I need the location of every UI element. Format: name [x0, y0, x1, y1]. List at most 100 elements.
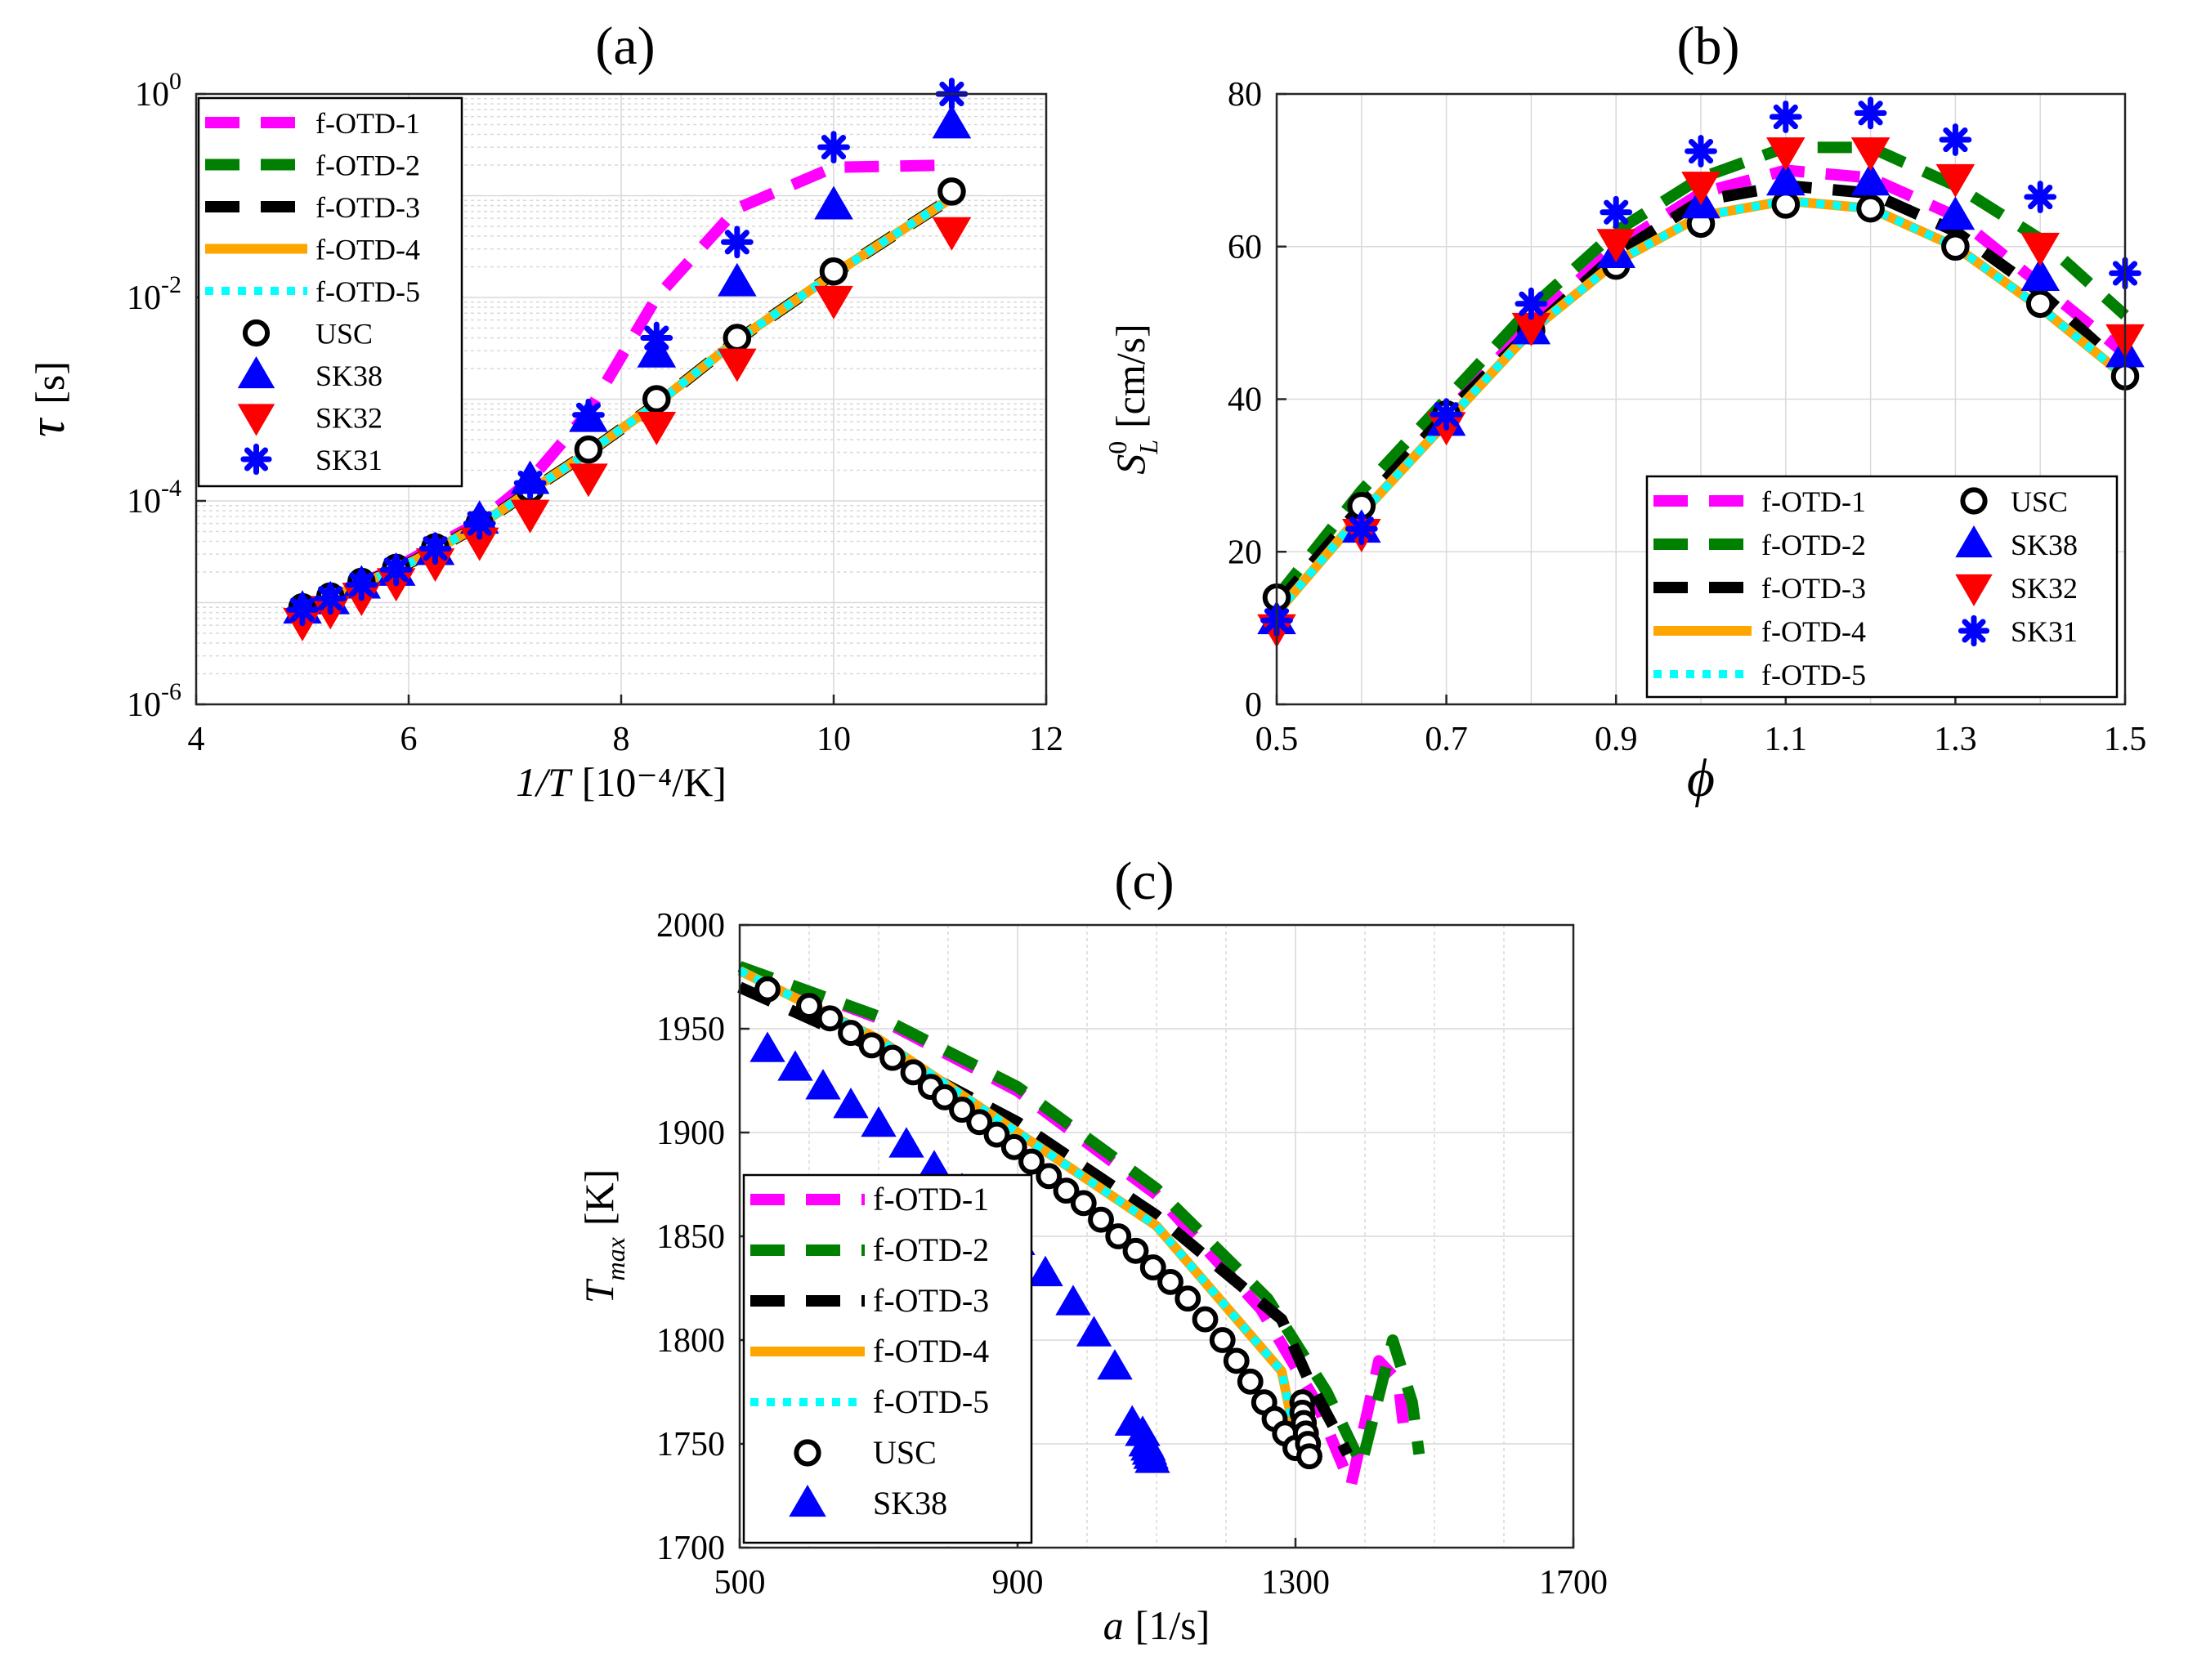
legend-item-sk38: SK38 — [237, 356, 383, 392]
x-tick-label: 900 — [992, 1564, 1044, 1602]
legend-item-f-otd-4: f-OTD-4 — [750, 1333, 989, 1369]
y-tick-label: 1950 — [656, 1011, 725, 1048]
data-point-sk32 — [637, 411, 677, 445]
x-tick-label: 4 — [188, 721, 205, 758]
data-point-sk38 — [718, 262, 757, 297]
x-axis-var: a — [1103, 1602, 1124, 1648]
legend-item-f-otd-5: f-OTD-5 — [750, 1383, 989, 1420]
legend-label: f-OTD-3 — [873, 1282, 989, 1319]
data-point-sk38 — [1935, 196, 1976, 230]
legend-label: SK32 — [315, 402, 383, 435]
data-point-usc — [723, 324, 752, 352]
legend-label: f-OTD-1 — [873, 1181, 989, 1218]
y-axis-label: S0L [cm/s] — [1103, 324, 1163, 475]
legend-marker-sk38 — [237, 356, 275, 389]
data-point-sk31 — [720, 226, 754, 259]
data-point-sk31-ray — [318, 586, 343, 611]
legend-label: SK31 — [2011, 615, 2078, 648]
data-point-sk31-ray — [1434, 402, 1459, 427]
data-point-usc — [1223, 1347, 1250, 1374]
data-point-sk38 — [861, 1106, 897, 1137]
data-point-sk31 — [286, 593, 319, 627]
data-point-sk31 — [1939, 123, 1972, 156]
y-axis-var: T — [576, 1278, 622, 1303]
x-tick-label: 1700 — [1539, 1564, 1608, 1602]
data-point-usc — [966, 1109, 993, 1136]
x-axis-label: 1/T [10⁻⁴/K] — [516, 759, 727, 805]
data-point-sk31-ray — [349, 572, 374, 597]
data-point-sk32 — [1935, 163, 1976, 198]
data-point-sk32 — [1850, 137, 1890, 172]
y-tick-label: 1800 — [656, 1322, 725, 1360]
data-point-usc — [1036, 1163, 1063, 1190]
chart-title: (b) — [1677, 16, 1740, 76]
y-tick-label: 1700 — [656, 1530, 725, 1567]
y-tick-label: 20 — [1228, 534, 1262, 571]
legend-item-usc: USC — [1960, 485, 2068, 518]
data-point-usc — [931, 1084, 958, 1110]
legend-item-sk38: SK38 — [1955, 525, 2078, 561]
data-point-usc — [1139, 1254, 1166, 1281]
y-axis-unit: [cm/s] — [1107, 324, 1153, 428]
data-point-usc — [1070, 1190, 1097, 1217]
series-markers-sk31 — [1260, 96, 2141, 637]
legend-label: f-OTD-1 — [315, 107, 420, 140]
data-point-sk31 — [418, 532, 452, 565]
legend-box — [742, 1173, 1033, 1544]
legend-label: SK38 — [2011, 529, 2078, 561]
x-axis-label: a [1/s] — [1103, 1602, 1210, 1648]
data-point-usc — [796, 993, 822, 1019]
data-point-sk38 — [1850, 162, 1890, 196]
y-tick-exponent: -4 — [161, 475, 181, 502]
legend-item-f-otd-1: f-OTD-1 — [205, 107, 420, 140]
x-tick-label: 1.3 — [1934, 721, 1977, 758]
data-point-usc — [1941, 232, 1970, 261]
legend-label: USC — [873, 1434, 937, 1471]
y-tick-label: 1900 — [656, 1115, 725, 1152]
data-point-usc — [1771, 190, 1801, 219]
data-point-usc — [1856, 194, 1885, 223]
series-line-f-otd-2 — [1272, 141, 2129, 601]
data-point-sk38 — [932, 105, 972, 139]
legend-label: f-OTD-5 — [315, 275, 420, 308]
legend-label: f-OTD-5 — [1761, 659, 1866, 691]
data-point-sk31-ray — [383, 557, 409, 583]
data-point-sk31-ray — [1519, 291, 1544, 316]
data-point-usc — [754, 976, 781, 1003]
data-point-usc — [900, 1059, 927, 1086]
data-point-usc — [1157, 1268, 1184, 1295]
data-point-usc — [858, 1032, 885, 1059]
data-point-sk31 — [513, 467, 547, 499]
x-axis-var: ϕ — [1687, 748, 1715, 808]
legend-marker-sk31 — [240, 443, 272, 476]
x-tick-label: 500 — [714, 1564, 766, 1602]
legend-item-f-otd-4: f-OTD-4 — [1653, 615, 1866, 648]
legend-label: f-OTD-2 — [1761, 529, 1866, 561]
legend-item-f-otd-3: f-OTD-3 — [1653, 572, 1866, 605]
data-point-sk32 — [1596, 229, 1635, 263]
grid — [195, 94, 1047, 705]
legend-label: f-OTD-3 — [315, 191, 420, 224]
data-point-usc — [817, 1005, 843, 1032]
legend-marker-usc — [1960, 487, 1988, 515]
data-point-usc — [1192, 1306, 1219, 1333]
data-point-sk31-ray — [724, 230, 749, 255]
data-point-sk32 — [2020, 232, 2060, 266]
data-point-sk38 — [2020, 257, 2060, 291]
y-tick-label: 80 — [1228, 76, 1262, 114]
data-point-sk31-ray — [1349, 516, 1374, 542]
data-point-usc — [1088, 1206, 1114, 1233]
legend-item-f-otd-1: f-OTD-1 — [1653, 485, 1866, 518]
data-point-sk31-ray — [289, 597, 315, 623]
legend-c: f-OTD-1 f-OTD-2 f-OTD-3 f-OTD-4 f-OTD-5 USC SK… — [742, 1173, 1033, 1544]
legend-label: f-OTD-4 — [1761, 615, 1866, 648]
data-point-sk31 — [817, 131, 850, 163]
x-axis-label: ϕ — [1687, 748, 1715, 808]
chart-panel-b: (b)0.5 0.7 0.9 1.1 1.3 1.5020406080ϕS0L[cm/s]… — [1103, 16, 2146, 808]
legend-marker-sk31-ray — [1962, 619, 1986, 643]
legend-label: USC — [315, 318, 373, 351]
y-axis-label: Tmax [K] — [576, 1169, 630, 1304]
legend-item-f-otd-2: f-OTD-2 — [205, 150, 420, 182]
legend-item-f-otd-5: f-OTD-5 — [1653, 659, 1866, 691]
